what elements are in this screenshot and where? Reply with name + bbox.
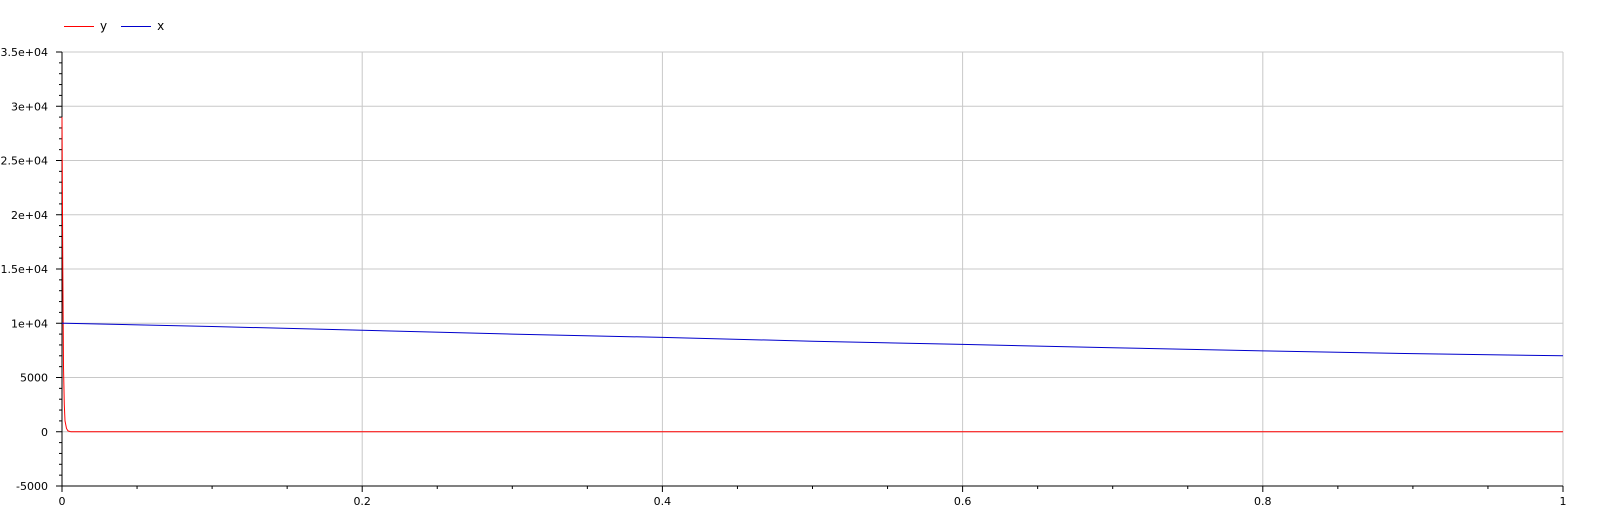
legend-item-x[interactable]: x: [121, 19, 164, 33]
legend-item-y[interactable]: y: [64, 19, 107, 33]
x-tick-label: 0.4: [654, 495, 672, 508]
series-line-y: [61, 117, 1563, 433]
x-tick-label: 0: [59, 495, 66, 508]
legend-label-y: y: [100, 19, 108, 33]
y-tick-label: -5000: [16, 480, 48, 493]
y-tick-label: 3e+04: [11, 100, 48, 113]
legend: y x: [64, 17, 178, 35]
y-tick-label: 2e+04: [11, 209, 48, 222]
y-tick-label: 1e+04: [11, 317, 48, 330]
y-tick-label: 1.5e+04: [1, 263, 48, 276]
y-tick-label: 5000: [20, 372, 48, 385]
legend-label-x: x: [157, 19, 165, 33]
y-tick-label: 0: [41, 426, 48, 439]
legend-swatch-y: [64, 25, 94, 27]
series-line-x: [62, 322, 1564, 357]
y-tick-label: 2.5e+04: [1, 155, 48, 168]
x-tick-label: 1: [1560, 495, 1567, 508]
y-tick-label: 3.5e+04: [1, 46, 48, 59]
legend-swatch-x: [121, 25, 152, 27]
x-tick-label: 0.6: [954, 495, 972, 508]
x-tick-label: 0.2: [353, 495, 371, 508]
x-tick-label: 0.8: [1254, 495, 1272, 508]
